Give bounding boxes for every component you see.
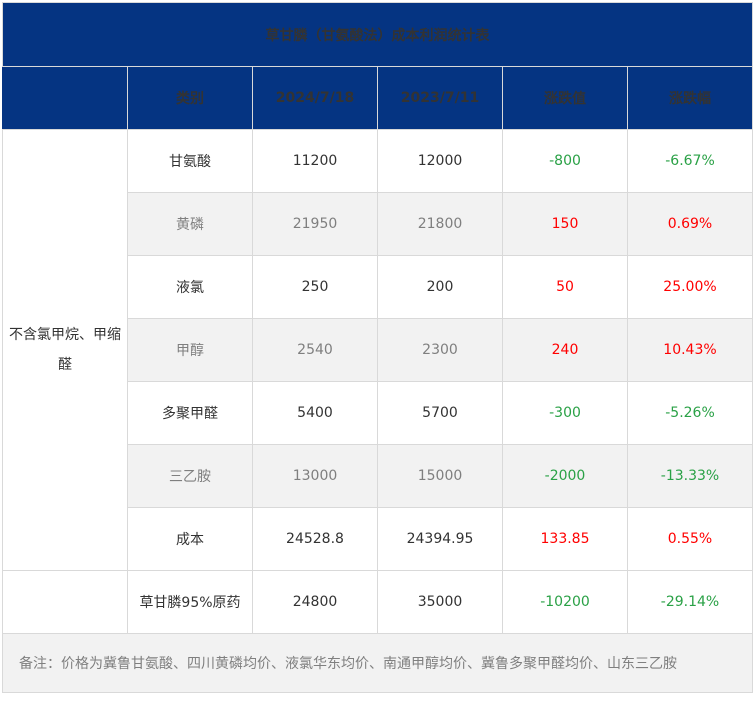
table-row: 黄磷 21950 21800 150 0.69% — [3, 192, 753, 256]
header-change-pct: 涨跌幅 — [627, 66, 753, 130]
row-category: 三乙胺 — [127, 444, 253, 508]
row-change-pct: -13.33% — [627, 444, 753, 508]
row-value-2023: 15000 — [377, 444, 503, 508]
row-category: 成本 — [127, 507, 253, 571]
product-change-pct: -29.14% — [627, 570, 753, 634]
header-category: 类别 — [127, 66, 253, 130]
header-blank — [2, 66, 128, 130]
product-change: -10200 — [502, 570, 628, 634]
table-note: 备注：价格为冀鲁甘氨酸、四川黄磷均价、液氯华东均价、南通甲醇均价、冀鲁多聚甲醛均… — [2, 633, 753, 693]
table-row: 多聚甲醛 5400 5700 -300 -5.26% — [3, 381, 753, 445]
header-row: 类别 2024/7/18 2023/7/11 涨跌值 涨跌幅 — [2, 66, 753, 130]
row-value-2024: 13000 — [252, 444, 378, 508]
row-category: 甘氨酸 — [127, 129, 253, 193]
table-row: 液氯 250 200 50 25.00% — [3, 255, 753, 319]
row-value-2024: 5400 — [252, 381, 378, 445]
row-category: 液氯 — [127, 255, 253, 319]
row-change: 133.85 — [502, 507, 628, 571]
row-change: 50 — [502, 255, 628, 319]
row-change: 150 — [502, 192, 628, 256]
row-change-pct: 0.55% — [627, 507, 753, 571]
row-value-2023: 5700 — [377, 381, 503, 445]
row-change: -300 — [502, 381, 628, 445]
table-row: 成本 24528.8 24394.95 133.85 0.55% — [3, 507, 753, 571]
product-category: 草甘膦95%原药 — [127, 570, 253, 634]
row-change: 240 — [502, 318, 628, 382]
group-label: 不含氯甲烷、甲缩醛 — [2, 129, 128, 571]
row-category: 黄磷 — [127, 192, 253, 256]
row-value-2023: 24394.95 — [377, 507, 503, 571]
product-row: 草甘膦95%原药 24800 35000 -10200 -29.14% — [2, 570, 753, 634]
row-value-2024: 24528.8 — [252, 507, 378, 571]
row-value-2024: 21950 — [252, 192, 378, 256]
product-value-2024: 24800 — [252, 570, 378, 634]
row-change: -2000 — [502, 444, 628, 508]
row-value-2023: 21800 — [377, 192, 503, 256]
row-change-pct: -5.26% — [627, 381, 753, 445]
header-date-2024: 2024/7/18 — [252, 66, 378, 130]
row-category: 甲醇 — [127, 318, 253, 382]
table-row: 三乙胺 13000 15000 -2000 -13.33% — [3, 444, 753, 508]
row-change-pct: 0.69% — [627, 192, 753, 256]
row-change: -800 — [502, 129, 628, 193]
row-change-pct: 10.43% — [627, 318, 753, 382]
row-value-2024: 11200 — [252, 129, 378, 193]
product-group-blank — [2, 570, 128, 634]
note-row: 备注：价格为冀鲁甘氨酸、四川黄磷均价、液氯华东均价、南通甲醇均价、冀鲁多聚甲醛均… — [2, 633, 753, 693]
table-row: 甲醇 2540 2300 240 10.43% — [3, 318, 753, 382]
product-value-2023: 35000 — [377, 570, 503, 634]
cost-profit-table: 草甘膦（甘氨酸法）成本利润统计表 类别 2024/7/18 2023/7/11 … — [2, 2, 753, 693]
table-title: 草甘膦（甘氨酸法）成本利润统计表 — [2, 2, 753, 67]
row-value-2024: 2540 — [252, 318, 378, 382]
header-date-2023: 2023/7/11 — [377, 66, 503, 130]
header-change: 涨跌值 — [502, 66, 628, 130]
table-row: 不含氯甲烷、甲缩醛 甘氨酸 11200 12000 -800 -6.67% — [2, 129, 753, 571]
row-change-pct: 25.00% — [627, 255, 753, 319]
row-value-2023: 200 — [377, 255, 503, 319]
row-value-2024: 250 — [252, 255, 378, 319]
row-value-2023: 2300 — [377, 318, 503, 382]
row-category: 多聚甲醛 — [127, 381, 253, 445]
table-title-row: 草甘膦（甘氨酸法）成本利润统计表 — [2, 2, 753, 67]
row-change-pct: -6.67% — [627, 129, 753, 193]
row-value-2023: 12000 — [377, 129, 503, 193]
